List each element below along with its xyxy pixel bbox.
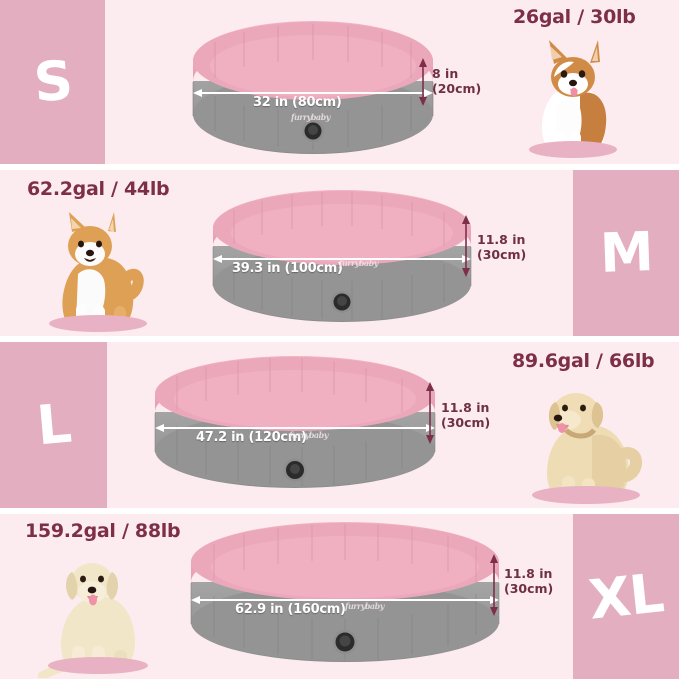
corgi-dog-photo: [518, 32, 628, 160]
capacity-label-l: 89.6gal / 66lb: [512, 350, 655, 372]
pool-illustration-s: [188, 21, 438, 161]
width-dimension-l: 47.2 in (120cm): [196, 430, 307, 445]
capacity-label-m: 62.2gal / 44lb: [27, 178, 170, 200]
pool-illustration-xl: [186, 522, 504, 668]
width-arrow-s: [193, 89, 433, 97]
brand-logo-m: furrybaby: [339, 258, 378, 268]
dog-shadow: [532, 486, 640, 504]
height-dimension-l-inches: 11.8 in: [441, 400, 490, 415]
width-dimension-m: 39.3 in (100cm): [232, 261, 343, 276]
height-arrow-s: [419, 58, 427, 106]
capacity-label-xl: 159.2gal / 88lb: [25, 520, 181, 542]
dog-shadow: [529, 141, 617, 158]
brand-logo-s: furrybaby: [291, 112, 330, 122]
capacity-label-s: 26gal / 30lb: [513, 6, 636, 28]
height-dimension-xl: 11.8 in (30cm): [504, 566, 553, 597]
brand-logo-l: furrybaby: [289, 430, 328, 440]
size-block-xl: XL: [573, 514, 679, 679]
size-block-s: S: [0, 0, 105, 164]
height-arrow-m: [462, 215, 470, 277]
pool-illustration-l: [150, 356, 440, 496]
height-dimension-m-cm: (30cm): [477, 247, 527, 263]
height-dimension-xl-inches: 11.8 in: [504, 566, 553, 581]
width-dimension-xl: 62.9 in (160cm): [235, 602, 346, 617]
height-dimension-s: 8 in (20cm): [432, 66, 481, 97]
height-dimension-s-inches: 8 in: [432, 66, 459, 81]
height-dimension-s-cm: (20cm): [432, 81, 482, 97]
size-block-l: L: [0, 342, 107, 508]
size-letter-xl: XL: [585, 560, 667, 632]
golden-retriever-dog-photo: [522, 376, 650, 506]
height-dimension-m: 11.8 in (30cm): [477, 232, 526, 263]
height-dimension-l-cm: (30cm): [441, 415, 491, 431]
width-dimension-s: 32 in (80cm): [253, 95, 342, 110]
shiba-inu-dog-photo: [38, 208, 158, 334]
height-arrow-l: [426, 382, 434, 444]
brand-logo-xl: furrybaby: [345, 601, 384, 611]
height-dimension-l: 11.8 in (30cm): [441, 400, 490, 431]
dog-shadow: [49, 315, 147, 332]
size-letter-m: M: [598, 220, 654, 285]
size-letter-s: S: [31, 48, 74, 115]
labrador-dog-photo: [37, 546, 158, 679]
height-arrow-xl: [490, 554, 498, 616]
height-dimension-xl-cm: (30cm): [504, 581, 554, 597]
dog-shadow: [48, 657, 148, 674]
height-dimension-m-inches: 11.8 in: [477, 232, 526, 247]
size-letter-l: L: [34, 391, 73, 458]
size-block-m: M: [573, 170, 679, 336]
pool-illustration-m: [208, 190, 476, 328]
